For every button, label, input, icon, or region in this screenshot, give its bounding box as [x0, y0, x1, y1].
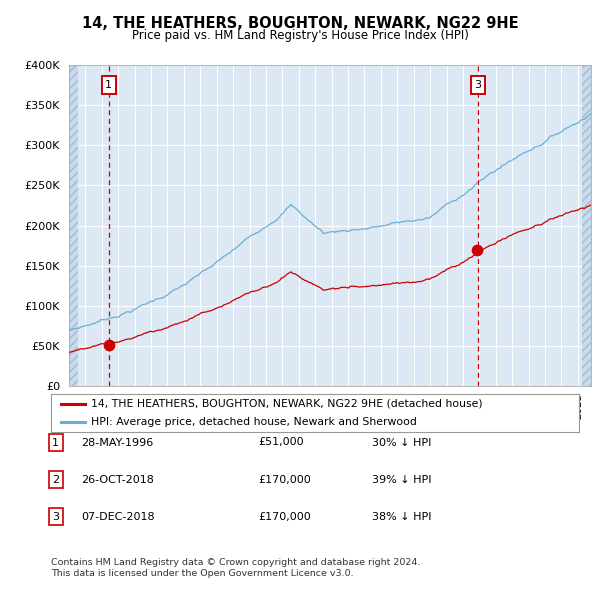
Text: Price paid vs. HM Land Registry's House Price Index (HPI): Price paid vs. HM Land Registry's House …	[131, 29, 469, 42]
Text: £170,000: £170,000	[258, 512, 311, 522]
Text: 14, THE HEATHERS, BOUGHTON, NEWARK, NG22 9HE (detached house): 14, THE HEATHERS, BOUGHTON, NEWARK, NG22…	[91, 399, 482, 409]
Text: 26-OCT-2018: 26-OCT-2018	[81, 475, 154, 484]
Bar	[69, 65, 78, 386]
Point	[472, 245, 481, 254]
Text: £51,000: £51,000	[258, 438, 304, 447]
Text: 28-MAY-1996: 28-MAY-1996	[81, 438, 153, 447]
Text: 07-DEC-2018: 07-DEC-2018	[81, 512, 155, 522]
Text: 39% ↓ HPI: 39% ↓ HPI	[372, 475, 431, 484]
Text: 2: 2	[52, 475, 59, 484]
Text: 38% ↓ HPI: 38% ↓ HPI	[372, 512, 431, 522]
Text: £170,000: £170,000	[258, 475, 311, 484]
Text: HPI: Average price, detached house, Newark and Sherwood: HPI: Average price, detached house, Newa…	[91, 417, 416, 427]
Text: Contains HM Land Registry data © Crown copyright and database right 2024.
This d: Contains HM Land Registry data © Crown c…	[51, 558, 421, 578]
Bar	[582, 65, 591, 386]
Text: 3: 3	[475, 80, 482, 90]
Text: 1: 1	[105, 80, 112, 90]
Text: 1: 1	[52, 438, 59, 447]
Text: 3: 3	[52, 512, 59, 522]
Point	[104, 341, 113, 350]
Text: 30% ↓ HPI: 30% ↓ HPI	[372, 438, 431, 447]
Text: 14, THE HEATHERS, BOUGHTON, NEWARK, NG22 9HE: 14, THE HEATHERS, BOUGHTON, NEWARK, NG22…	[82, 16, 518, 31]
